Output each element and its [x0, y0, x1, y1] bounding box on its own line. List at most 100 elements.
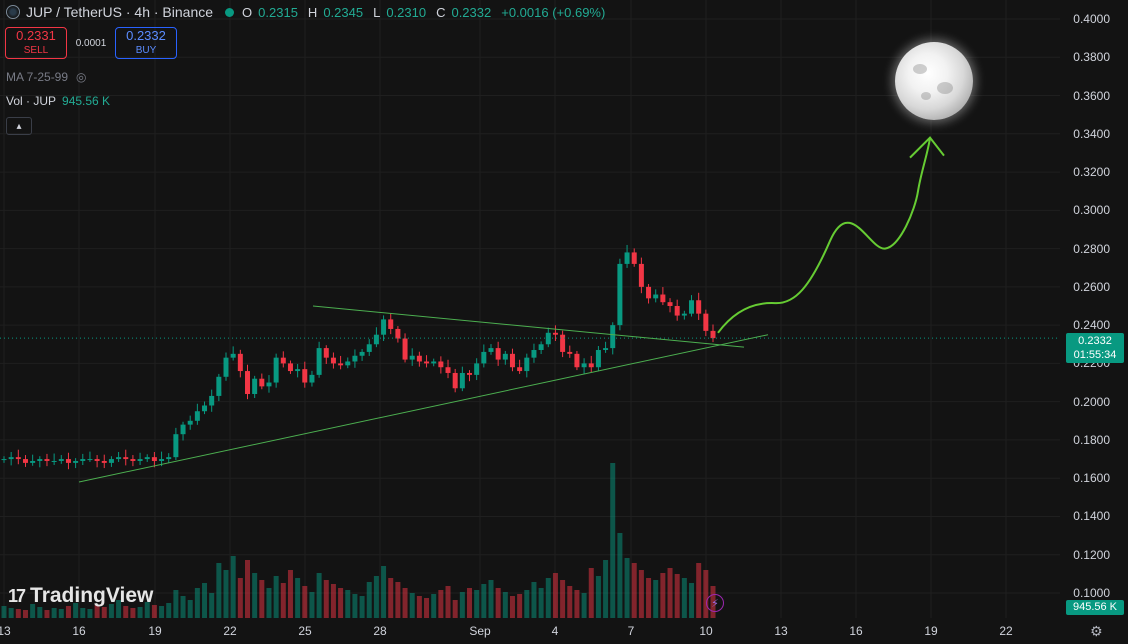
- volume-bar: [531, 582, 537, 618]
- candle-body: [187, 420, 193, 425]
- volume-bar: [116, 600, 122, 618]
- time-tick-label: 16: [849, 624, 863, 638]
- brand-name: TradingView: [30, 584, 154, 607]
- volume-bar: [266, 588, 272, 618]
- candle-body: [638, 263, 644, 287]
- candle-body: [588, 363, 594, 368]
- candle-body: [116, 457, 122, 460]
- eye-hidden-icon[interactable]: ◎: [76, 70, 87, 84]
- spread-value: 0.0001: [75, 37, 107, 49]
- gear-icon[interactable]: ⚙: [1090, 623, 1103, 639]
- candle-body: [624, 252, 630, 264]
- projection-arrowhead: [909, 136, 945, 159]
- volume-bar: [588, 568, 594, 618]
- candle-body: [237, 353, 243, 372]
- candle-body: [631, 252, 637, 264]
- candle-body: [681, 313, 687, 316]
- symbol-title[interactable]: JUP / TetherUS · 4h · Binance: [26, 4, 214, 20]
- volume-bar: [653, 580, 659, 618]
- ma-label: MA 7-25-99: [6, 70, 69, 84]
- candle-body: [51, 460, 57, 462]
- volume-bar: [151, 605, 157, 618]
- resistance-trendline: [312, 305, 745, 348]
- volume-bar: [416, 596, 422, 618]
- candle-body: [359, 351, 365, 356]
- volume-bar: [8, 608, 14, 618]
- candle-body: [58, 459, 64, 461]
- time-tick-label: 16: [72, 624, 86, 638]
- volume-bar: [509, 596, 515, 618]
- volume-bar: [259, 580, 265, 618]
- candle-body: [646, 286, 652, 299]
- candle-body: [130, 459, 136, 461]
- volume-bar: [495, 588, 501, 618]
- buy-price: 0.2332: [126, 28, 166, 43]
- volume-bar: [51, 608, 57, 618]
- price-tick-label: 0.1000: [1073, 586, 1110, 600]
- candle-body: [295, 369, 301, 372]
- candle-body: [8, 457, 14, 460]
- candle-body: [230, 353, 236, 358]
- candle-body: [488, 348, 494, 352]
- candle-body: [101, 460, 107, 463]
- candle-body: [381, 319, 387, 335]
- volume-bar: [574, 590, 580, 618]
- volume-bar: [123, 606, 129, 618]
- volume-bar: [302, 586, 308, 618]
- close-label: C: [436, 4, 446, 20]
- buy-button[interactable]: 0.2332 BUY: [115, 27, 177, 59]
- volume-bar: [646, 578, 652, 618]
- candle-body: [560, 334, 566, 352]
- volume-bar: [137, 607, 143, 618]
- time-tick-label: 25: [298, 624, 312, 638]
- volume-bar: [638, 570, 644, 618]
- volume-bar: [338, 588, 344, 618]
- chevron-up-icon: ▴: [16, 120, 22, 132]
- volume-bar: [108, 604, 114, 618]
- price-tick-label: 0.2000: [1073, 394, 1110, 409]
- tradingview-logo[interactable]: 17 TradingView: [8, 584, 153, 608]
- candlesticks: [1, 244, 716, 470]
- volume-bar: [452, 600, 458, 618]
- volume-bar: [445, 586, 451, 618]
- candle-body: [37, 459, 43, 461]
- price-tick-label: 0.1200: [1073, 547, 1110, 562]
- candle-body: [273, 357, 279, 383]
- volume-bar: [73, 603, 79, 618]
- time-tick-label: 4: [551, 624, 559, 638]
- volume-bar: [287, 570, 293, 618]
- volume-bar: [187, 600, 193, 618]
- volume-bar: [209, 593, 215, 618]
- time-tick-label: 19: [148, 624, 162, 638]
- candle-body: [574, 353, 580, 368]
- volume-bar: [359, 596, 365, 618]
- volume-label: Vol · JUP: [6, 94, 57, 108]
- candle-body: [266, 382, 272, 387]
- collapse-legend-button[interactable]: ▴: [6, 117, 32, 135]
- volume-legend[interactable]: Vol · JUP 945.56 K: [6, 94, 110, 108]
- candle-body: [452, 372, 458, 389]
- candle-body: [538, 344, 544, 351]
- candle-body: [689, 300, 695, 314]
- lightning-icon[interactable]: ⚡: [706, 594, 724, 612]
- time-tick-label: 22: [223, 624, 237, 638]
- volume-bar: [194, 588, 200, 618]
- volume-bar: [159, 606, 165, 618]
- high-value: 0.2345: [323, 4, 364, 20]
- candle-body: [373, 334, 379, 345]
- volume-value: 945.56 K: [62, 94, 111, 108]
- volume-bar: [237, 578, 243, 618]
- candle-body: [244, 371, 250, 395]
- candle-body: [481, 351, 487, 364]
- volume-bar: [581, 593, 587, 618]
- candle-body: [660, 294, 666, 303]
- volume-bar: [15, 609, 21, 618]
- candle-body: [595, 350, 601, 368]
- candle-body: [517, 367, 523, 372]
- candle-body: [287, 363, 293, 372]
- sell-button[interactable]: 0.2331 SELL: [5, 27, 67, 59]
- volume-bar: [481, 584, 487, 618]
- volume-bar: [44, 610, 50, 618]
- ma-indicator-legend[interactable]: MA 7-25-99 ◎: [6, 70, 87, 84]
